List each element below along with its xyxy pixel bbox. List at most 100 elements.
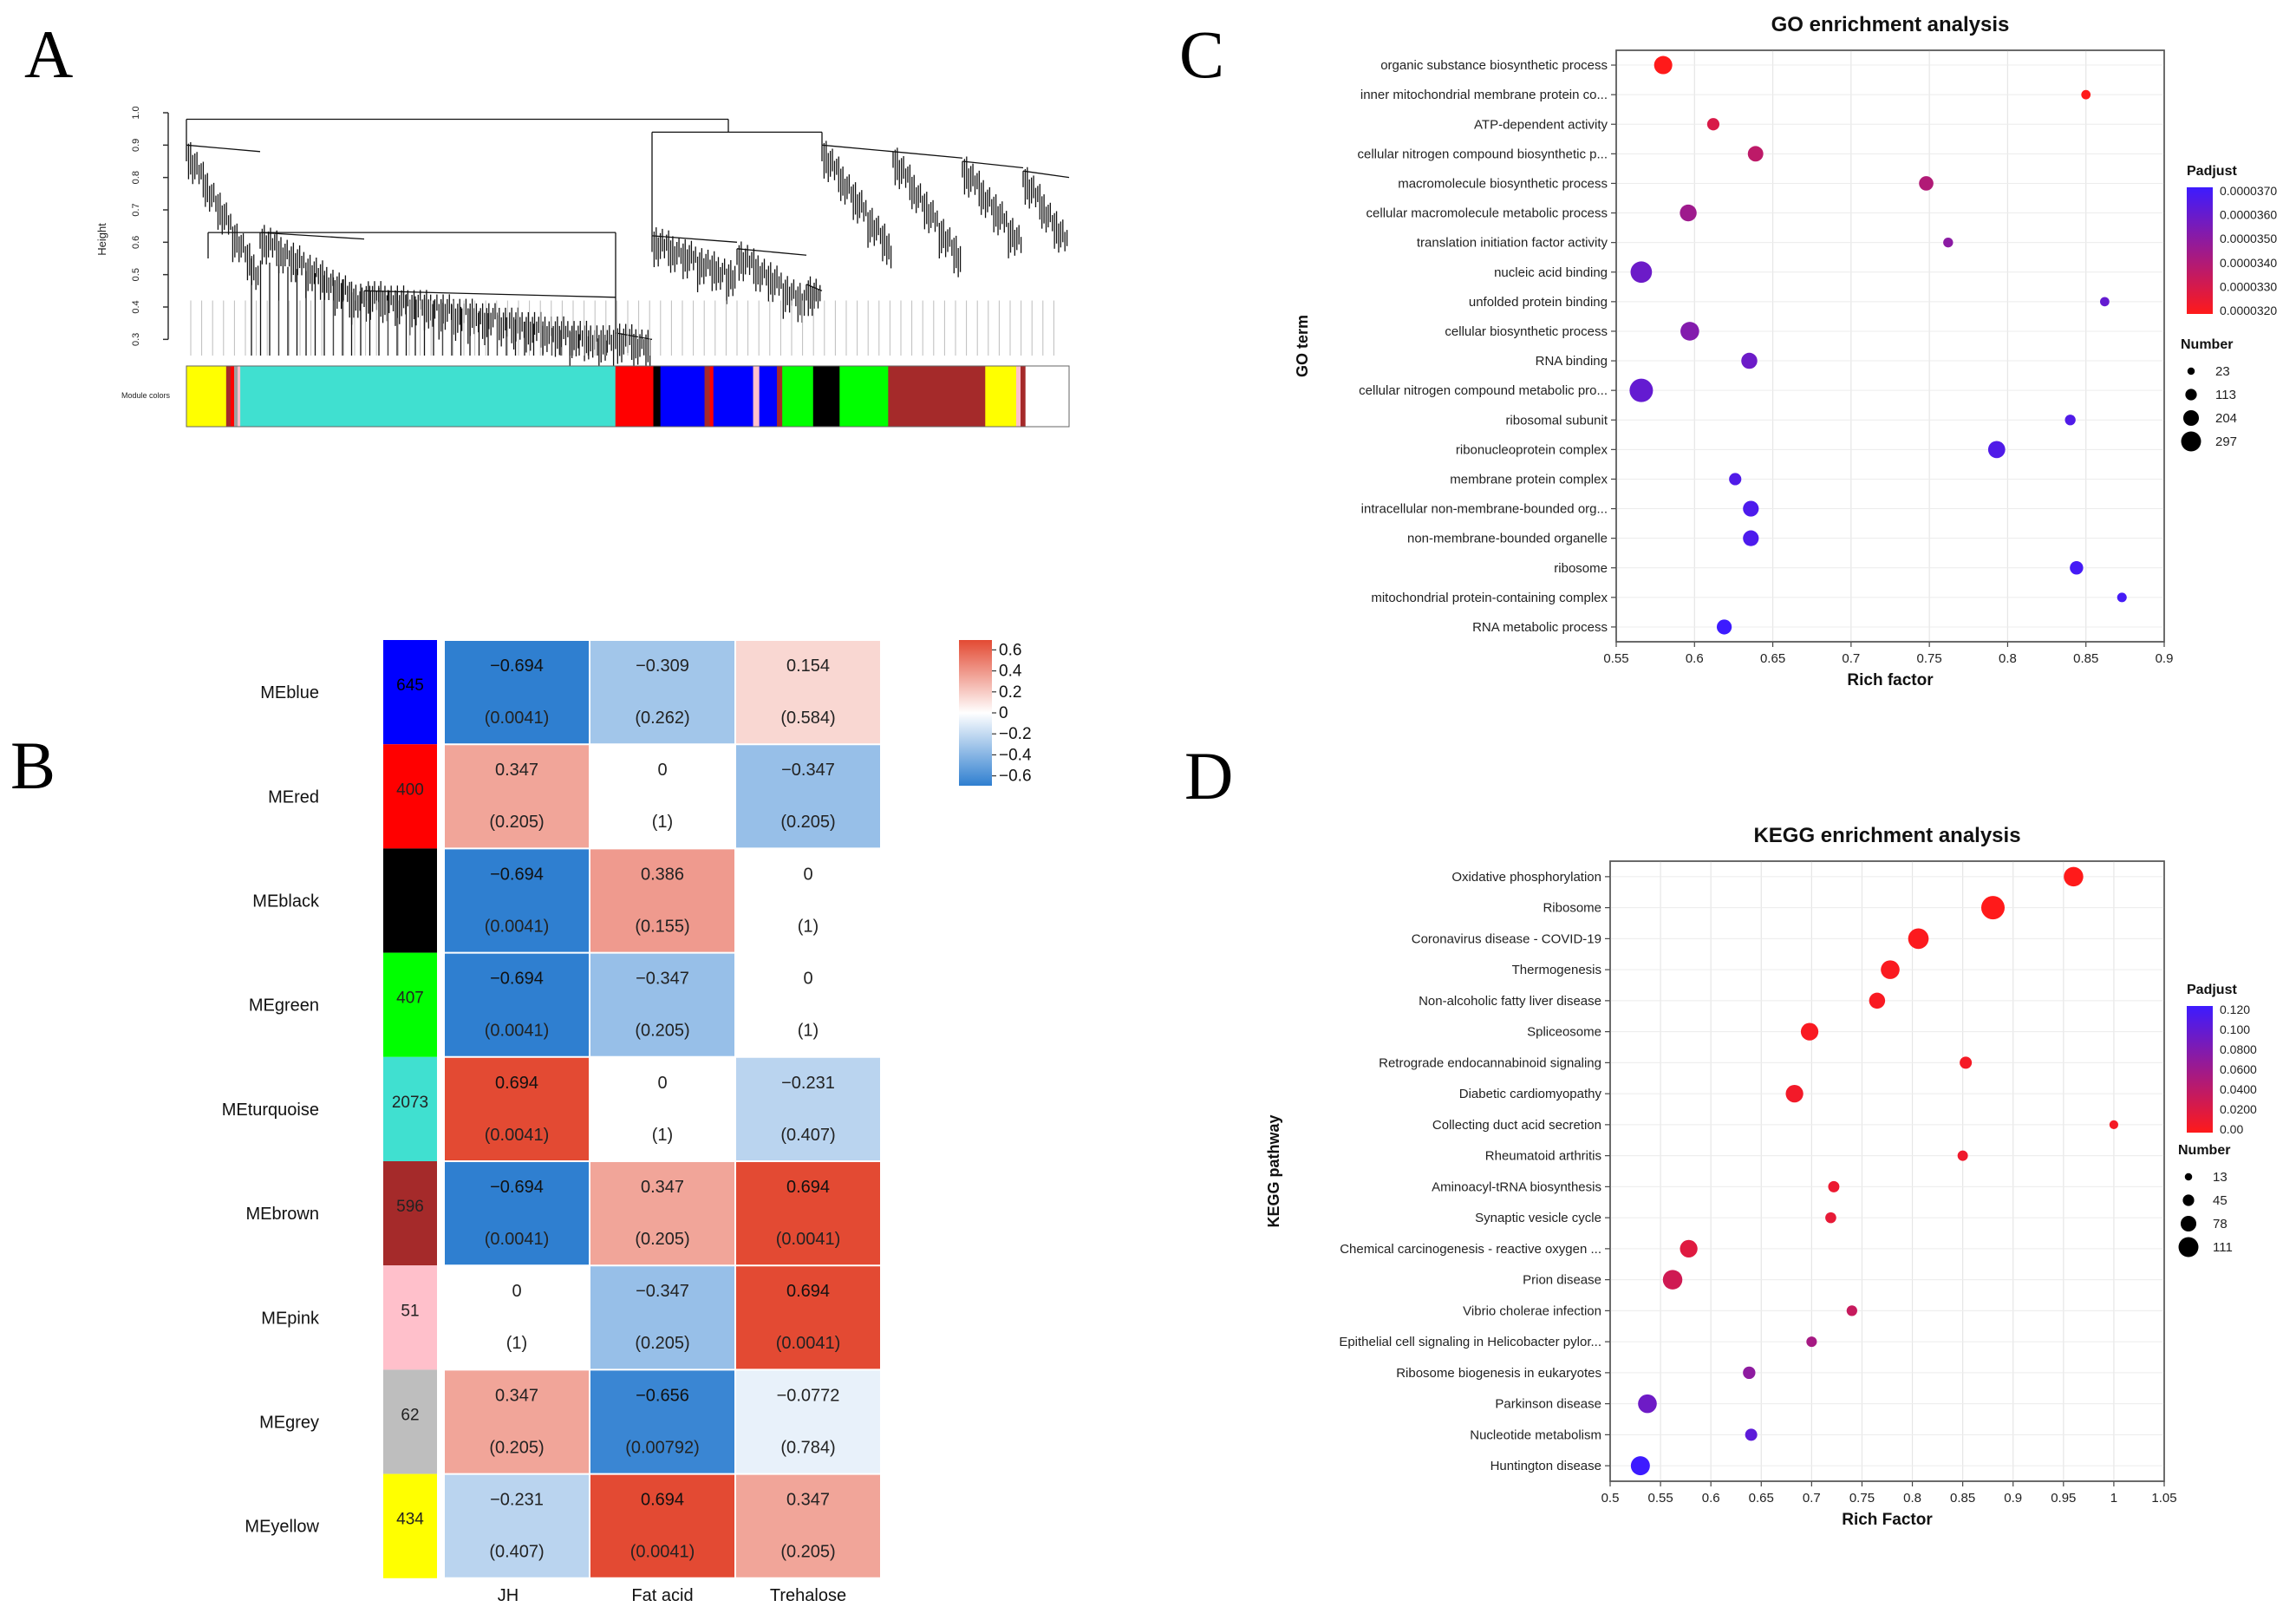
term-label: Prion disease: [1523, 1273, 1601, 1288]
x-axis-label: Rich factor: [1847, 671, 1934, 689]
bubble-point: [1987, 441, 2006, 459]
module-color-segment: [782, 366, 814, 427]
cell-pvalue: (0.00792): [625, 1438, 700, 1457]
plot-area: [1609, 860, 2165, 1482]
x-tick-label: 1.05: [2151, 1491, 2176, 1506]
heatmap-cell: [590, 1161, 735, 1266]
module-color-segment: [225, 366, 232, 427]
bubble-point: [1960, 1056, 1973, 1069]
term-label: Rheumatoid arthritis: [1485, 1149, 1601, 1164]
color-legend-tick: 0.100: [2220, 1022, 2250, 1036]
bubble-point: [1680, 204, 1697, 222]
cell-pvalue: (1): [506, 1334, 527, 1353]
module-color-segment: [615, 366, 655, 427]
cell-correlation: 0.347: [786, 1491, 830, 1510]
color-legend-tick: 0.0600: [2220, 1062, 2257, 1076]
cell-pvalue: (1): [652, 1126, 673, 1145]
heatmap-cell: [735, 640, 881, 745]
module-color-segment: [709, 366, 714, 427]
bubble-point: [1846, 1305, 1857, 1316]
module-swatch: [383, 744, 437, 849]
heatmap-cell: [444, 744, 590, 849]
legend-tick-label: 0.2: [999, 683, 1021, 702]
module-color-segment: [713, 366, 754, 427]
heatmap-cell: [444, 848, 590, 953]
size-legend-title: Number: [2181, 337, 2233, 352]
heatmap-cell: [444, 1265, 590, 1370]
x-tick-label: 0.75: [1917, 651, 1942, 666]
cell-correlation: −0.0772: [777, 1386, 840, 1405]
term-label: Huntington disease: [1490, 1459, 1601, 1473]
x-tick-label: 0.7: [1803, 1491, 1821, 1506]
bubble-point: [1747, 146, 1764, 162]
color-legend-bar: [2187, 187, 2213, 314]
branch: [962, 160, 1024, 169]
column-label: Trehalose: [770, 1586, 846, 1605]
cell-pvalue: (0.205): [489, 813, 544, 832]
cell-pvalue: (0.0041): [485, 1022, 550, 1041]
term-label: ATP-dependent activity: [1474, 117, 1608, 132]
y-tick-label: 0.6: [131, 236, 141, 249]
term-label: cellular nitrogen compound metabolic pro…: [1359, 383, 1608, 398]
cell-pvalue: (0.0041): [485, 917, 550, 936]
color-legend-title: Padjust: [2187, 983, 2237, 997]
chart-title: GO enrichment analysis: [1771, 13, 2010, 36]
bubble-point: [1743, 530, 1759, 546]
y-tick-label: 0.3: [131, 333, 141, 346]
bubble-point: [2064, 866, 2084, 887]
module-color-segment: [812, 366, 840, 427]
module-swatch: [383, 1161, 437, 1266]
size-legend-dot: [2181, 431, 2201, 452]
term-label: Vibrio cholerae infection: [1463, 1303, 1601, 1318]
branch: [1022, 170, 1070, 179]
go-bubble-panel: GO enrichment analysis 0.55 0.6 0.65 0.7 0.75…: [1294, 13, 2277, 689]
x-tick-label: 0.85: [1950, 1491, 1975, 1506]
color-legend-tick: 0.0200: [2220, 1102, 2257, 1116]
branch: [892, 151, 963, 159]
heatmap-cell: [590, 1265, 735, 1370]
cell-pvalue: (0.584): [780, 709, 835, 728]
term-label: Ribosome: [1543, 901, 1601, 916]
color-legend-tick: 0.0000340: [2220, 256, 2277, 270]
cell-correlation: 0: [512, 1282, 521, 1301]
y-axis-label: KEGG pathway: [1265, 1114, 1282, 1227]
size-legend-label: 113: [2215, 388, 2236, 402]
cell-pvalue: (1): [798, 1022, 819, 1041]
row-label: MEpink: [261, 1309, 320, 1328]
module-color-segment: [233, 366, 238, 427]
chart-title: KEGG enrichment analysis: [1753, 824, 2020, 847]
size-legend-label: 204: [2215, 411, 2237, 426]
x-tick-label: 0.95: [2051, 1491, 2076, 1506]
heatmap-cell: [590, 952, 735, 1057]
module-colors-label: Module colors: [121, 391, 171, 400]
color-legend-tick: 0.120: [2220, 1003, 2250, 1016]
cell-pvalue: (0.0041): [630, 1543, 695, 1562]
y-tick-label: 1.0: [131, 106, 141, 119]
term-label: ribosome: [1554, 561, 1608, 576]
size-legend-label: 297: [2215, 434, 2237, 449]
module-count: 434: [396, 1511, 424, 1529]
bubble-point: [1706, 118, 1720, 131]
heatmap-cell: [735, 1473, 881, 1578]
bubble-point: [1743, 500, 1759, 517]
color-legend-title: Padjust: [2187, 164, 2237, 179]
heatmap-cell: [590, 848, 735, 953]
module-count: 645: [396, 676, 424, 695]
y-tick-label: 0.8: [131, 171, 141, 184]
branch: [615, 332, 653, 340]
term-label: Coronavirus disease - COVID-19: [1412, 931, 1601, 946]
y-tick-label: 0.9: [131, 139, 141, 152]
bubble-point: [1745, 1428, 1758, 1441]
module-count: 51: [401, 1302, 419, 1320]
module-swatch: [383, 1056, 437, 1161]
y-tick-label: 0.7: [131, 203, 141, 216]
cell-correlation: 0.694: [786, 1178, 830, 1197]
heatmap-panel: MEblue 645 −0.694 (0.0041) −0.309 (0.262) 0.15…: [222, 639, 1032, 1605]
bubble-point: [2100, 297, 2110, 307]
panel-letter-b: B: [10, 728, 56, 803]
cell-correlation: −0.694: [490, 865, 544, 884]
size-legend-title: Number: [2178, 1143, 2230, 1158]
cell-correlation: −0.694: [490, 970, 544, 989]
column-label: Fat acid: [631, 1586, 693, 1605]
cell-correlation: 0: [803, 865, 812, 884]
